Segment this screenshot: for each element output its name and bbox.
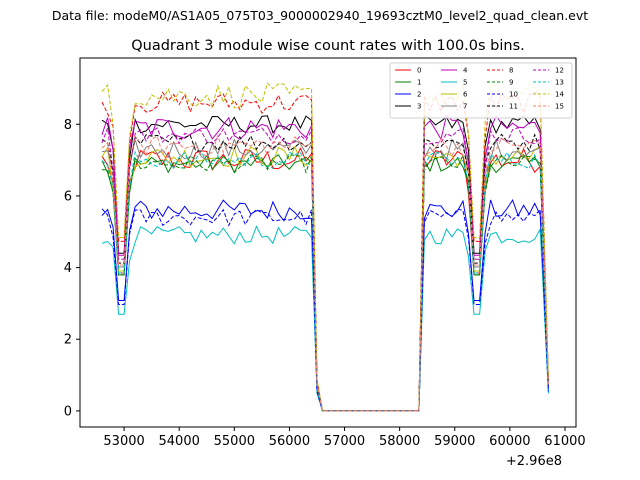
x-tick-label: 54000 (159, 434, 200, 449)
series-line-12 (101, 126, 549, 412)
y-tick-label: 0 (64, 404, 72, 419)
x-offset-text: +2.96e8 (506, 454, 562, 469)
x-tick-label: 59000 (434, 434, 475, 449)
x-tick-label: 56000 (269, 434, 310, 449)
legend-label: 11 (509, 103, 518, 111)
legend-label: 2 (417, 91, 421, 99)
series-line-8 (101, 91, 549, 412)
series-line-2 (101, 198, 549, 412)
legend-label: 14 (555, 91, 564, 99)
suptitle: Data file: modeM0/AS1A05_075T03_90000029… (52, 8, 588, 23)
x-tick-label: 61000 (544, 434, 585, 449)
series-line-4 (101, 114, 549, 412)
legend-label: 1 (417, 79, 421, 87)
legend-label: 0 (417, 67, 421, 75)
series-line-1 (101, 154, 549, 412)
plot-frame (79, 57, 577, 428)
y-tick-label: 8 (64, 118, 72, 133)
x-tick-label: 55000 (214, 434, 255, 449)
series-layer (101, 82, 549, 412)
series-line-10 (101, 208, 549, 412)
legend-label: 13 (555, 79, 564, 87)
legend-label: 15 (555, 103, 564, 111)
legend-label: 8 (509, 67, 513, 75)
series-line-15 (101, 134, 549, 412)
x-tick-label: 58000 (379, 434, 420, 449)
series-line-9 (101, 153, 549, 412)
series-line-5 (101, 225, 549, 412)
legend-label: 4 (463, 67, 468, 75)
legend-label: 12 (555, 67, 564, 75)
chart-title: Quadrant 3 module wise count rates with … (131, 38, 525, 54)
y-tick-label: 4 (64, 261, 72, 276)
legend-label: 10 (509, 91, 518, 99)
series-line-3 (101, 114, 549, 412)
x-tick-label: 57000 (324, 434, 365, 449)
x-tick-label: 60000 (489, 434, 530, 449)
legend-label: 5 (463, 79, 467, 87)
y-axis: 0 2 4 6 8 (64, 118, 80, 419)
x-tick-label: 53000 (103, 434, 144, 449)
legend-label: 3 (417, 103, 421, 111)
x-axis: 53000 54000 55000 56000 57000 58000 59000 60000… (103, 427, 586, 449)
legend-label: 7 (463, 103, 467, 111)
legend-box (389, 62, 573, 119)
legend-label: 6 (463, 91, 468, 99)
y-tick-label: 2 (64, 333, 72, 348)
legend-label: 9 (509, 79, 513, 87)
series-line-13 (101, 150, 549, 412)
y-tick-label: 6 (64, 189, 72, 204)
